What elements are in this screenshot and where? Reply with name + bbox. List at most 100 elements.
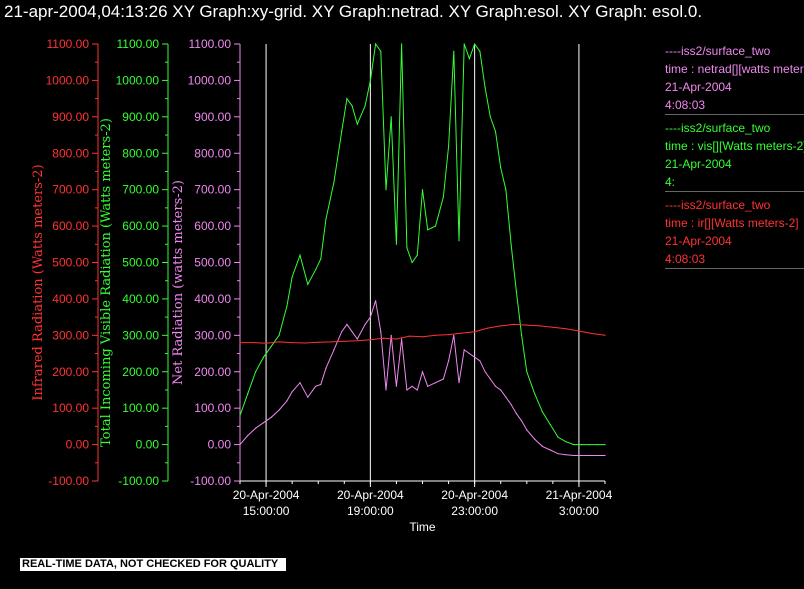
- net-data-point: [411, 385, 413, 387]
- legend-line: 21-Apr-2004: [665, 157, 732, 171]
- legend-line: 4:08:03: [665, 98, 706, 112]
- ir-data-point: [448, 334, 450, 336]
- vis-data-point: [364, 105, 366, 107]
- net-tick-label: 600.00: [194, 219, 231, 233]
- x-axis: 20-Apr-2004 15:00:00 20-Apr-2004 19:00:00 20…: [233, 480, 613, 534]
- ir-axis-label: Infrared Radiation (Watts meters-2): [31, 164, 46, 400]
- vis-data-point: [463, 43, 465, 45]
- vis-axis-label: Total Incoming Visible Radiation (Watts …: [99, 118, 114, 447]
- vis-data-point: [604, 444, 606, 446]
- legend-line: 21-Apr-2004: [665, 80, 732, 94]
- net-data-point: [286, 400, 288, 402]
- net-tick-label: 700.00: [194, 183, 231, 197]
- vis-data-point: [434, 225, 437, 227]
- vis-data-point: [448, 145, 450, 147]
- vis-data-point: [239, 414, 241, 416]
- vis-data-point: [500, 167, 502, 169]
- ir-tick-label: 400.00: [52, 292, 89, 306]
- ir-data-point: [526, 324, 528, 326]
- vis-data-point: [494, 130, 497, 132]
- net-data-point: [541, 445, 544, 447]
- vis-data-point: [421, 189, 424, 191]
- legend-line: 4:: [665, 175, 676, 189]
- legend-line: 4:08:03: [665, 252, 706, 266]
- ir-data-point: [343, 340, 345, 342]
- vis-tick-label: 500.00: [122, 256, 159, 270]
- vis-data-point: [468, 58, 470, 60]
- net-data-point: [434, 382, 437, 384]
- net-data-point: [494, 385, 497, 387]
- net-data-point: [247, 434, 249, 437]
- vis-data-point: [505, 189, 507, 191]
- net-tick-label: 800.00: [194, 146, 231, 160]
- net-data-point: [442, 378, 444, 380]
- vis-data-point: [325, 218, 327, 220]
- vis-data-point: [351, 105, 353, 107]
- net-tick-label: 200.00: [194, 365, 231, 379]
- vis-series-line: [239, 42, 605, 446]
- ir-data-point: [552, 326, 554, 328]
- ir-data-point: [317, 341, 319, 343]
- vis-data-point: [291, 276, 293, 278]
- vis-data-point: [479, 50, 481, 52]
- net-data-point: [401, 338, 403, 340]
- ir-tick-label: 100.00: [52, 401, 89, 415]
- net-data-point: [333, 349, 335, 351]
- net-data-point: [479, 360, 481, 362]
- vis-data-point: [380, 50, 382, 52]
- ir-data-point: [565, 328, 567, 330]
- x-tick-date: 20-Apr-2004: [441, 488, 508, 502]
- vis-data-point: [453, 50, 455, 52]
- net-data-point: [239, 444, 241, 446]
- vis-data-point: [549, 424, 551, 426]
- vis-data-point: [315, 269, 317, 271]
- ir-data-point: [278, 341, 280, 343]
- vis-data-point: [278, 334, 280, 336]
- ir-tick-label: 200.00: [52, 365, 89, 379]
- ir-data-point: [304, 342, 306, 344]
- ir-data-point: [369, 339, 371, 341]
- vis-tick-label: 100.00: [122, 401, 159, 415]
- vis-data-point: [541, 411, 544, 413]
- vis-data-point: [390, 116, 392, 118]
- vis-data-point: [406, 247, 408, 249]
- net-data-point: [580, 454, 583, 457]
- vis-data-point: [395, 243, 397, 245]
- legend-line: time : vis[][Watts meters-2]: [665, 139, 804, 153]
- legend-entry: ----iss2/surface_two time : ir[][Watts me…: [665, 196, 804, 269]
- vis-data-point: [286, 305, 288, 307]
- net-tick-label: 300.00: [194, 328, 231, 342]
- ir-data-point: [382, 337, 384, 339]
- net-tick-label: 100.00: [194, 401, 231, 415]
- vis-tick-label: 1100.00: [117, 37, 160, 51]
- net-tick-label: 900.00: [194, 110, 231, 124]
- vis-data-point: [515, 291, 518, 293]
- net-data-point: [364, 323, 366, 325]
- net-data-point: [463, 349, 465, 351]
- ir-data-point: [356, 340, 358, 342]
- ir-data-point: [500, 325, 502, 327]
- ir-tick-label: 300.00: [52, 328, 89, 342]
- net-series-line: [239, 300, 605, 456]
- vis-data-point: [320, 258, 322, 260]
- ir-data-point: [265, 342, 267, 344]
- net-data-point: [468, 352, 470, 355]
- ir-data-point: [513, 323, 515, 325]
- ir-tick-label: 0.00: [66, 438, 90, 452]
- legend-line: ----iss2/surface_two: [665, 44, 771, 58]
- legend-entry: ----iss2/surface_two time : netrad[][watt…: [665, 42, 804, 115]
- ir-series-line: [240, 323, 606, 344]
- net-data-point: [526, 429, 528, 431]
- ir-tick-label: 900.00: [52, 110, 89, 124]
- legend-line: ----iss2/surface_two: [665, 121, 771, 135]
- vis-tick-label: 400.00: [122, 292, 159, 306]
- vis-tick-label: 1000.00: [116, 73, 160, 87]
- vis-data-point: [474, 43, 476, 45]
- ir-data-point: [539, 325, 541, 327]
- net-data-point: [307, 396, 309, 398]
- net-data-point: [325, 367, 327, 369]
- net-data-point: [380, 331, 382, 333]
- vis-data-point: [521, 334, 523, 336]
